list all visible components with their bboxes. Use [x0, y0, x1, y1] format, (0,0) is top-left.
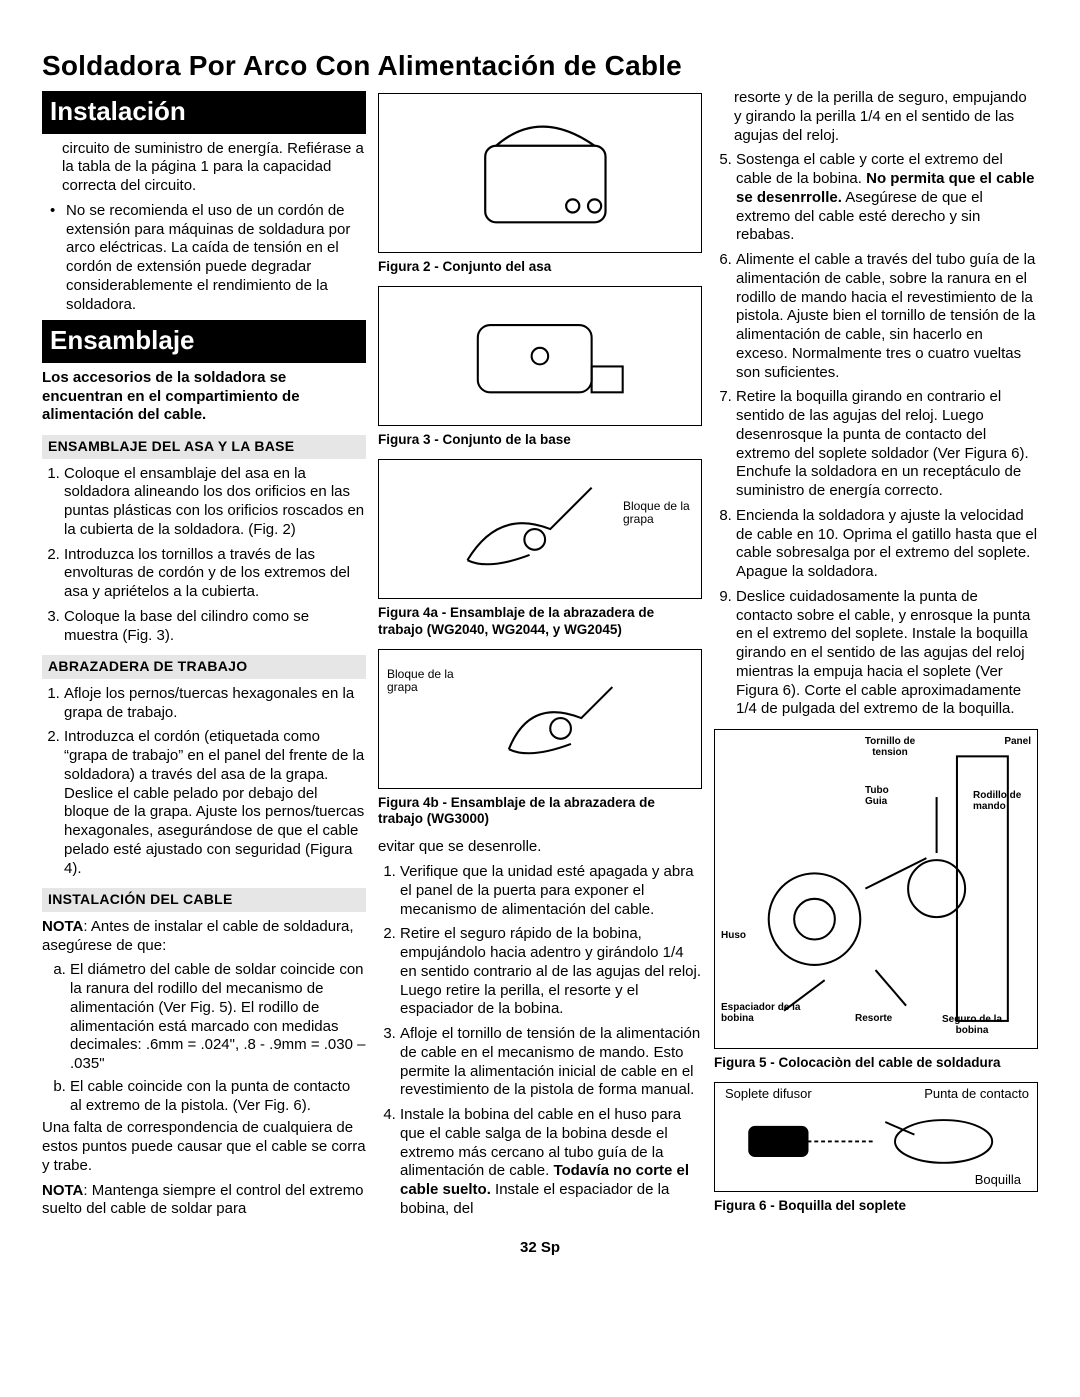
col3-step-6: Alimente el cable a través del tubo guía… [736, 251, 1038, 382]
figure-6-caption: Figura 6 - Boquilla del soplete [714, 1198, 1038, 1215]
subhead-cable: INSTALACIÓN DEL CABLE [42, 888, 366, 912]
cable-sub-a: El diámetro del cable de soldar coincide… [70, 961, 366, 1074]
col3-step-5: Sostenga el cable y corte el extremo del… [736, 151, 1038, 245]
col3-step-9: Deslice cuidadosamente la punta de conta… [736, 588, 1038, 719]
col3-continuation: resorte y de la perilla de seguro, empuj… [714, 89, 1038, 145]
fig5-label-rodillo: Rodillo de mando [973, 790, 1033, 812]
figure-6-box: Soplete difusor Punta de contacto Boquil… [714, 1082, 1038, 1192]
section-instalacion: Instalación [42, 91, 366, 134]
nota-lead-1: NOTA [42, 918, 83, 935]
col2-step-2: Retire el seguro rápido de la bobina, em… [400, 925, 702, 1019]
asa-step-2: Introduzca los tornillos a través de las… [64, 546, 366, 602]
column-1: Instalación circuito de suministro de en… [42, 89, 366, 1225]
fig6-label-soplete: Soplete difusor [725, 1087, 812, 1101]
cable-sub-b: El cable coincide con la punta de contac… [70, 1078, 366, 1116]
cable-falta: Una falta de correspondencia de cualquie… [42, 1119, 366, 1175]
figure-4a-caption: Figura 4a - Ensamblaje de la abrazadera … [378, 605, 702, 639]
column-2: Figura 2 - Conjunto del asa Figura 3 - C… [378, 89, 702, 1225]
asa-step-3: Coloque la base del cilindro como se mue… [64, 608, 366, 646]
nota-tail-2: : Mantenga siempre el control del extrem… [42, 1182, 364, 1218]
figure-4a-box: Bloque de la grapa [378, 459, 702, 599]
section-ensamblaje: Ensamblaje [42, 320, 366, 363]
figure-3-caption: Figura 3 - Conjunto de la base [378, 432, 702, 449]
evitar-desenrolle: evitar que se desenrolle. [378, 838, 702, 857]
figure-5-box: Tornillo de tension Panel Tubo Guia Rodi… [714, 729, 1038, 1049]
asa-step-1: Coloque el ensamblaje del asa en la sold… [64, 465, 366, 540]
figure-3-box [378, 286, 702, 426]
col3-step-7: Retire la boquilla girando en contrario … [736, 388, 1038, 501]
abrazadera-step-1: Afloje los pernos/tuercas hexagonales en… [64, 685, 366, 723]
figure-2-caption: Figura 2 - Conjunto del asa [378, 259, 702, 276]
fig4a-label: Bloque de la grapa [623, 500, 693, 526]
instalacion-p1: circuito de suministro de energía. Refié… [42, 140, 366, 196]
fig5-label-tornillo: Tornillo de tension [855, 736, 925, 758]
fig6-label-boquilla: Boquilla [975, 1173, 1021, 1187]
fig5-label-resorte: Resorte [855, 1013, 892, 1024]
abrazadera-step-2: Introduzca el cordón (etiquetada como “g… [64, 728, 366, 878]
nota-lead-2: NOTA [42, 1182, 83, 1199]
figure-4b-box: Bloque de la grapa [378, 649, 702, 789]
fig5-label-panel: Panel [1004, 736, 1031, 747]
figure-5-caption: Figura 5 - Colocaciòn del cable de solda… [714, 1055, 1038, 1072]
fig5-label-espaciador: Espaciador de la bobina [721, 1002, 811, 1024]
col3-step-8: Encienda la soldadora y ajuste la veloci… [736, 507, 1038, 582]
fig5-label-tubo: Tubo Guia [865, 785, 905, 807]
fig4b-label: Bloque de la grapa [387, 668, 457, 694]
page-footer: 32 Sp [42, 1239, 1038, 1258]
nota-tail-1: : Antes de instalar el cable de soldadur… [42, 918, 354, 954]
figure-4b-caption: Figura 4b - Ensamblaje de la abrazadera … [378, 795, 702, 829]
column-3: resorte y de la perilla de seguro, empuj… [714, 89, 1038, 1225]
ensamblaje-intro: Los accesorios de la soldadora se encuen… [42, 369, 366, 425]
figure-2-box [378, 93, 702, 253]
col2-step-1: Verifique que la unidad esté apagada y a… [400, 863, 702, 919]
col2-step-4: Instale la bobina del cable en el huso p… [400, 1106, 702, 1219]
document-title: Soldadora Por Arco Con Alimentación de C… [42, 48, 1038, 83]
fig6-label-punta: Punta de contacto [924, 1087, 1029, 1101]
subhead-abrazadera: ABRAZADERA DE TRABAJO [42, 655, 366, 679]
fig5-label-huso: Huso [721, 930, 746, 941]
fig5-label-seguro: Seguro de la bobina [937, 1014, 1007, 1036]
col2-step-3: Afloje el tornillo de tensión de la alim… [400, 1025, 702, 1100]
subhead-asa-base: ENSAMBLAJE DEL ASA Y LA BASE [42, 435, 366, 459]
cable-nota-1: NOTA: Antes de instalar el cable de sold… [42, 918, 366, 956]
cable-nota-2: NOTA: Mantenga siempre el control del ex… [42, 1182, 366, 1220]
instalacion-bullet-1: No se recomienda el uso de un cordón de … [42, 202, 366, 315]
